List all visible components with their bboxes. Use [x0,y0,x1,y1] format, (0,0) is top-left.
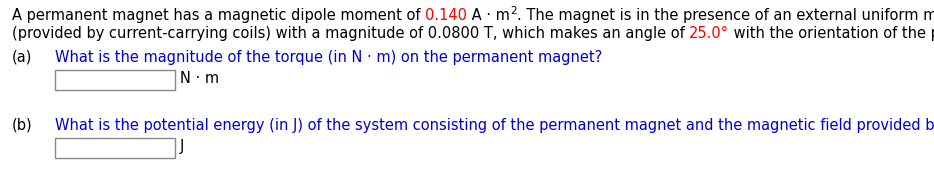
FancyBboxPatch shape [55,138,175,158]
Text: 0.140: 0.140 [425,8,467,23]
Text: (provided by current-carrying coils) with a magnitude of 0.0800 T, which makes a: (provided by current-carrying coils) wit… [12,26,689,41]
Text: (b): (b) [12,118,33,133]
Text: (a): (a) [12,50,33,65]
Text: 2: 2 [510,6,517,16]
FancyBboxPatch shape [55,70,175,90]
Text: What is the potential energy (in J) of the system consisting of the permanent ma: What is the potential energy (in J) of t… [55,118,934,133]
Text: N · m: N · m [180,71,219,86]
Text: A · m: A · m [467,8,510,23]
Text: J: J [180,139,184,154]
Text: A permanent magnet has a magnetic dipole moment of: A permanent magnet has a magnetic dipole… [12,8,425,23]
Text: What is the magnitude of the torque (in N · m) on the permanent magnet?: What is the magnitude of the torque (in … [55,50,602,65]
Text: 25.0°: 25.0° [689,26,729,41]
Text: . The magnet is in the presence of an external uniform magnetic field: . The magnet is in the presence of an ex… [517,8,934,23]
Text: with the orientation of the permanent magnet.: with the orientation of the permanent ma… [729,26,934,41]
